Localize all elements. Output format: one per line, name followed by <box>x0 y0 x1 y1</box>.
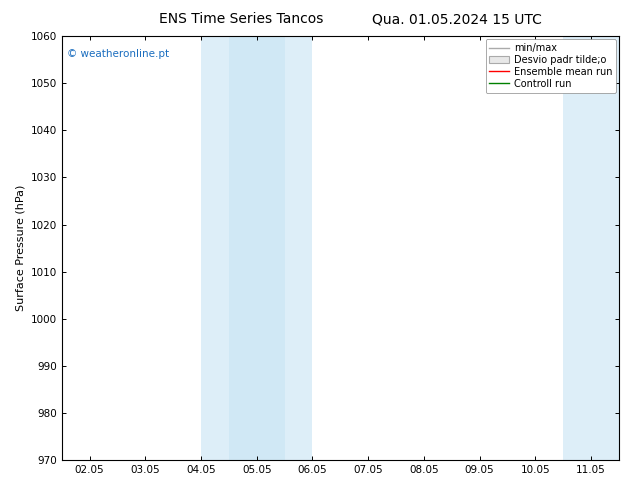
Text: ENS Time Series Tancos: ENS Time Series Tancos <box>158 12 323 26</box>
Bar <box>201 36 229 460</box>
Bar <box>229 36 285 460</box>
Bar <box>285 36 313 460</box>
Text: Qua. 01.05.2024 15 UTC: Qua. 01.05.2024 15 UTC <box>372 12 541 26</box>
Y-axis label: Surface Pressure (hPa): Surface Pressure (hPa) <box>15 185 25 311</box>
Bar <box>563 36 619 460</box>
Legend: min/max, Desvio padr tilde;o, Ensemble mean run, Controll run: min/max, Desvio padr tilde;o, Ensemble m… <box>486 39 616 93</box>
Text: © weatheronline.pt: © weatheronline.pt <box>67 49 169 59</box>
